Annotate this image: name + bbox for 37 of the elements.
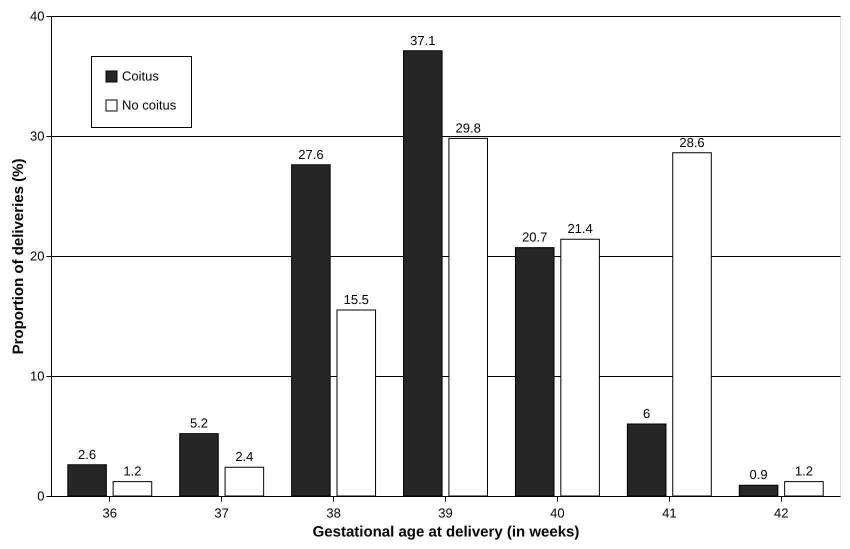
y-tick-label: 10 — [30, 368, 44, 384]
data-label: 15.5 — [344, 292, 369, 307]
bar — [784, 481, 824, 496]
legend-label: Coitus — [122, 68, 160, 84]
x-tick-label: 36 — [102, 506, 117, 520]
x-tick-label: 39 — [438, 506, 453, 520]
bar — [224, 466, 264, 496]
y-tick-label: 30 — [30, 128, 44, 144]
data-label: 2.6 — [78, 446, 96, 462]
y-axis-title: Proportion of deliveries (%) — [10, 158, 28, 354]
data-label: 0.9 — [750, 467, 768, 482]
data-label: 27.6 — [298, 146, 324, 162]
data-label: 6 — [643, 406, 650, 421]
x-axis-title: Gestational age at delivery (in weeks) — [312, 524, 580, 540]
bar — [179, 433, 219, 496]
data-label: 29.8 — [456, 120, 481, 136]
bar — [626, 424, 666, 496]
bar — [112, 481, 152, 496]
x-tick-label: 37 — [214, 506, 229, 520]
x-tick-label: 40 — [550, 506, 565, 520]
data-label: 37.1 — [410, 32, 436, 48]
data-label: 21.4 — [567, 221, 593, 236]
bar — [738, 484, 778, 496]
data-label: 2.4 — [235, 449, 254, 464]
data-label: 5.2 — [190, 416, 208, 431]
data-label: 1.2 — [123, 464, 142, 479]
y-tick-label: 20 — [30, 248, 44, 264]
data-label: 28.6 — [679, 134, 705, 150]
x-tick-label: 42 — [774, 506, 788, 520]
data-label: 1.2 — [794, 464, 813, 479]
legend-label: No coitus — [122, 98, 177, 112]
y-tick-label: 0 — [37, 488, 44, 504]
x-tick-label: 41 — [662, 506, 677, 520]
y-tick-label: 40 — [30, 8, 44, 24]
data-label: 20.7 — [522, 230, 548, 245]
bar — [67, 464, 107, 496]
x-tick-label: 38 — [326, 506, 341, 520]
